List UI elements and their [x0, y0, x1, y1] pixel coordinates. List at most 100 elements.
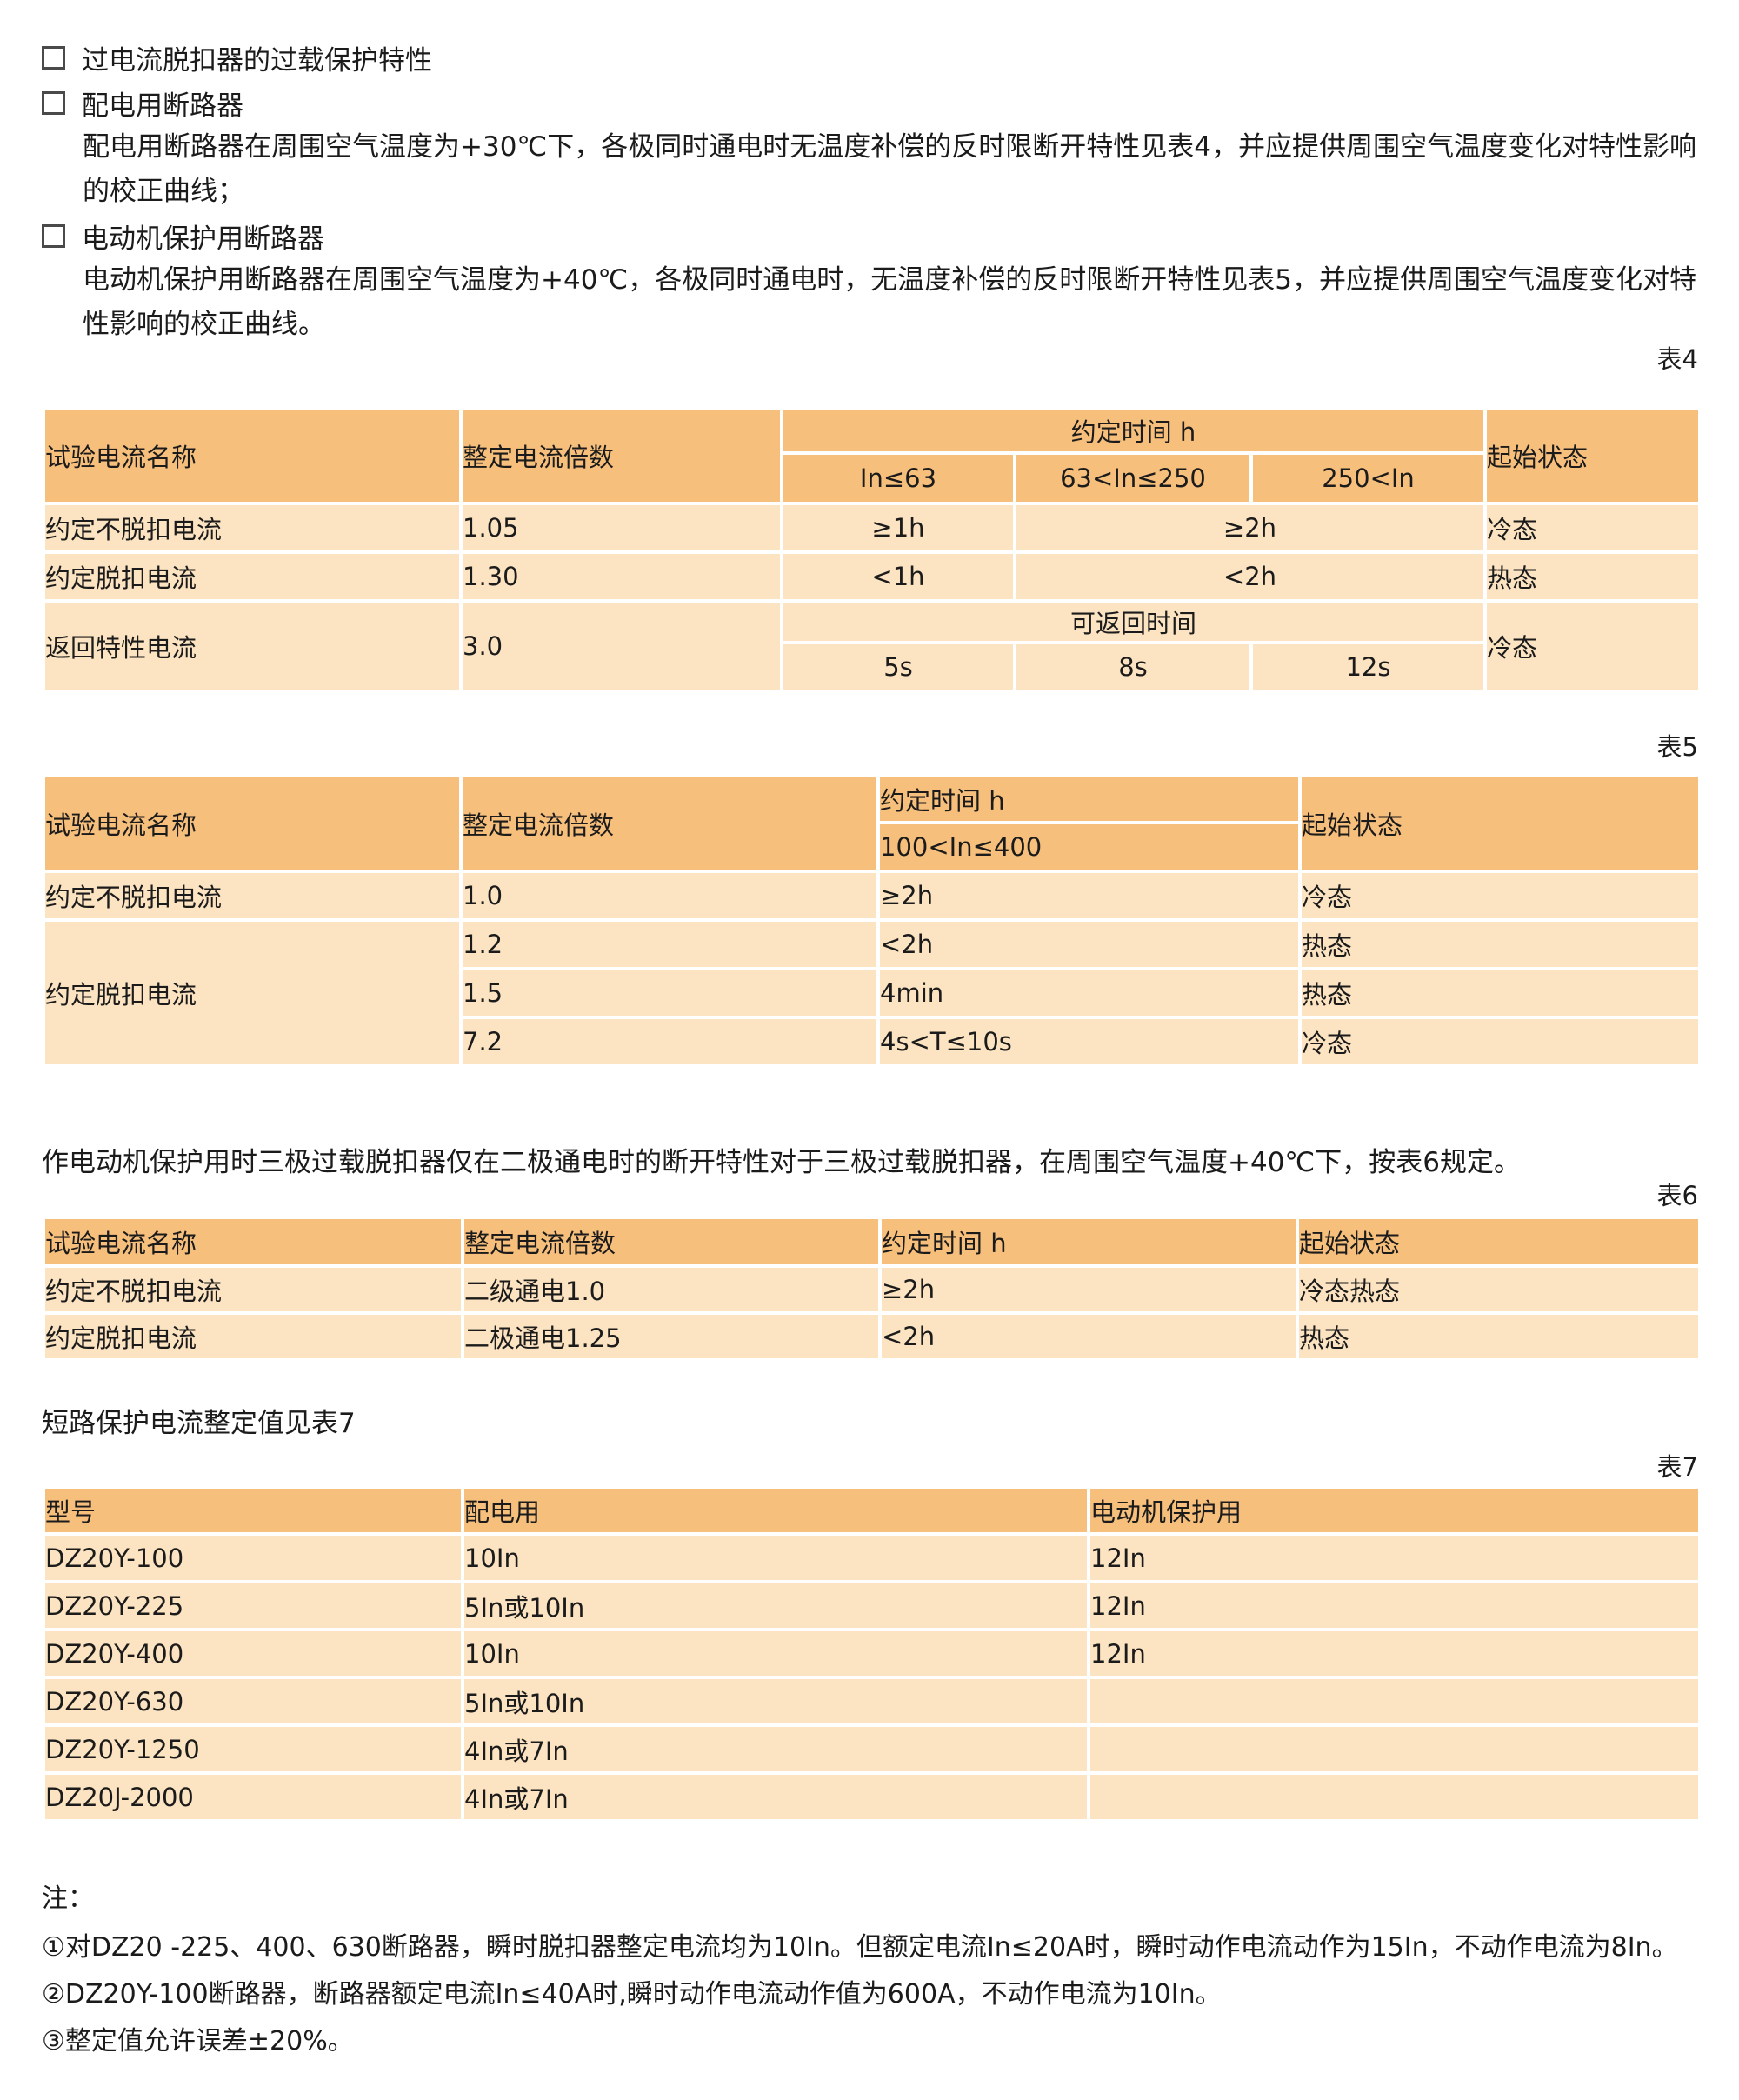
table7-header-cell: 型号 — [42, 1485, 464, 1536]
paragraph-line: 性影响的校正曲线。 — [83, 309, 325, 340]
table6-cell: 二级通电1.0 — [461, 1264, 882, 1315]
table4-header-cell: 起始状态 — [1483, 406, 1702, 505]
table4: 试验电流名称 整定电流倍数 约定时间 h 起始状态 In≤63 63<In≤25… — [42, 406, 1702, 693]
table5-cell: 冷态 — [1298, 870, 1702, 922]
checkbox-square-icon — [42, 46, 65, 70]
table7-cell: 5In或10In — [461, 1676, 1090, 1727]
table5-cell: 1.0 — [459, 870, 880, 922]
notes-title: 注： — [42, 1883, 94, 1914]
table7-cell: DZ20Y-400 — [42, 1628, 464, 1679]
table5-header-cell: 试验电流名称 — [42, 774, 463, 873]
checkbox-square-icon — [42, 224, 65, 248]
table5-header-cell: 整定电流倍数 — [459, 774, 880, 873]
paragraph-line: 电动机保护用断路器在周围空气温度为+40℃，各极同时通电时，无温度补偿的反时限断… — [83, 264, 1696, 296]
table4-cell: 12s — [1249, 641, 1487, 693]
table4-cell: 5s — [780, 641, 1016, 693]
table6-caption: 表6 — [1656, 1181, 1698, 1210]
table4-cell: 冷态 — [1483, 502, 1702, 554]
table5-caption: 表5 — [1656, 732, 1698, 762]
paragraph-line: 配电用断路器在周围空气温度为+30℃下，各极同时通电时无温度补偿的反时限断开特性… — [83, 131, 1696, 163]
list-item-label: 配电用断路器 — [82, 90, 243, 122]
table6-header-cell: 试验电流名称 — [42, 1216, 464, 1268]
table5-cell: 4min — [876, 967, 1302, 1019]
table5-cell: 冷态 — [1298, 1016, 1702, 1068]
checkbox-square-icon — [42, 91, 65, 115]
table4-cell: 3.0 — [459, 599, 783, 693]
table6-header-cell: 起始状态 — [1296, 1216, 1702, 1268]
table5-cell: 4s<T≤10s — [876, 1016, 1302, 1068]
table7-cell: DZ20Y-225 — [42, 1580, 464, 1631]
table7-cell — [1087, 1723, 1702, 1775]
table5-cell: 热态 — [1298, 967, 1702, 1019]
list-item-label: 过电流脱扣器的过载保护特性 — [82, 45, 432, 77]
table5-cell: 1.2 — [459, 918, 880, 970]
table7-caption: 表7 — [1656, 1452, 1698, 1482]
table5-subheader-cell: 100<In≤400 — [876, 821, 1302, 873]
paragraph-line: 作电动机保护用时三极过载脱扣器仅在二极通电时的断开特性对于三极过载脱扣器，在周围… — [42, 1147, 1521, 1178]
table4-header-cell: 试验电流名称 — [42, 406, 463, 505]
paragraph-line: 短路保护电流整定值见表7 — [42, 1408, 356, 1439]
table7-cell — [1087, 1771, 1702, 1823]
table5-header-cell: 约定时间 h — [876, 774, 1302, 824]
table5-cell: 7.2 — [459, 1016, 880, 1068]
table7-cell: DZ20Y-1250 — [42, 1723, 464, 1775]
table4-cell: 冷态 — [1483, 599, 1702, 693]
table6-cell: <2h — [878, 1311, 1299, 1362]
table5-header-cell: 起始状态 — [1298, 774, 1702, 873]
table7-cell: 10In — [461, 1628, 1090, 1679]
note-line: ③整定值允许误差±20%。 — [42, 2026, 354, 2057]
note-line: ①对DZ20 -225、400、630断路器，瞬时脱扣器整定电流均为10In。但… — [42, 1932, 1678, 1963]
table7: 型号 配电用 电动机保护用 DZ20Y-100 10In 12In DZ20Y-… — [42, 1485, 1702, 1823]
table5: 试验电流名称 整定电流倍数 约定时间 h 起始状态 100<In≤400 约定不… — [42, 774, 1702, 1068]
note-line: ②DZ20Y-100断路器，断路器额定电流In≤40A时,瞬时动作电流动作值为6… — [42, 1979, 1222, 2010]
table7-cell: 4In或7In — [461, 1723, 1090, 1775]
table7-header-cell: 配电用 — [461, 1485, 1090, 1536]
table4-caption: 表4 — [1656, 344, 1698, 374]
table4-subheader-cell: 63<In≤250 — [1013, 451, 1253, 505]
table4-cell: ≥2h — [1013, 502, 1487, 554]
table7-cell: 12In — [1087, 1532, 1702, 1583]
table4-subheader-cell: 250<In — [1249, 451, 1487, 505]
table7-cell: 12In — [1087, 1580, 1702, 1631]
table5-cell: ≥2h — [876, 870, 1302, 922]
table7-cell: DZ20Y-100 — [42, 1532, 464, 1583]
table4-cell: 约定不脱扣电流 — [42, 502, 463, 554]
list-item: 电动机保护用断路器 — [42, 217, 324, 256]
list-item: 过电流脱扣器的过载保护特性 — [42, 38, 432, 77]
table7-cell: DZ20Y-630 — [42, 1676, 464, 1727]
table4-cell: 返回特性电流 — [42, 599, 463, 693]
table6-cell: 二极通电1.25 — [461, 1311, 882, 1362]
table4-cell: 可返回时间 — [780, 599, 1487, 644]
table4-header-cell: 约定时间 h — [780, 406, 1487, 455]
table6-header-cell: 约定时间 h — [878, 1216, 1299, 1268]
list-item-label: 电动机保护用断路器 — [82, 223, 324, 255]
table7-cell: 5In或10In — [461, 1580, 1090, 1631]
table7-header-cell: 电动机保护用 — [1087, 1485, 1702, 1536]
table4-subheader-cell: In≤63 — [780, 451, 1016, 505]
table5-cell: 热态 — [1298, 918, 1702, 970]
table5-cell: <2h — [876, 918, 1302, 970]
table6-cell: 约定脱扣电流 — [42, 1311, 464, 1362]
table7-cell: DZ20J-2000 — [42, 1771, 464, 1823]
table7-cell: 12In — [1087, 1628, 1702, 1679]
table4-cell: 热态 — [1483, 550, 1702, 603]
table4-cell: 1.05 — [459, 502, 783, 554]
table7-cell — [1087, 1676, 1702, 1727]
table5-cell: 约定脱扣电流 — [42, 918, 463, 1068]
list-item: 配电用断路器 — [42, 83, 243, 123]
paragraph-line: 的校正曲线； — [83, 176, 244, 207]
table6-cell: 热态 — [1296, 1311, 1702, 1362]
table7-cell: 4In或7In — [461, 1771, 1090, 1823]
table6-cell: 冷态热态 — [1296, 1264, 1702, 1315]
table6-cell: 约定不脱扣电流 — [42, 1264, 464, 1315]
table4-cell: <2h — [1013, 550, 1487, 603]
table7-cell: 10In — [461, 1532, 1090, 1583]
table4-header-cell: 整定电流倍数 — [459, 406, 783, 505]
table4-cell: 1.30 — [459, 550, 783, 603]
table5-cell: 约定不脱扣电流 — [42, 870, 463, 922]
table6: 试验电流名称 整定电流倍数 约定时间 h 起始状态 约定不脱扣电流 二级通电1.… — [42, 1216, 1702, 1362]
table6-cell: ≥2h — [878, 1264, 1299, 1315]
table4-cell: 8s — [1013, 641, 1253, 693]
table5-cell: 1.5 — [459, 967, 880, 1019]
